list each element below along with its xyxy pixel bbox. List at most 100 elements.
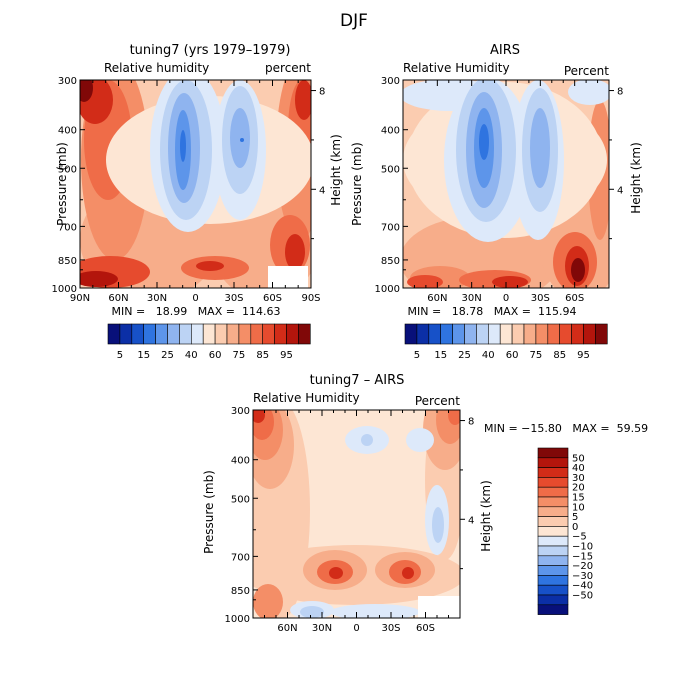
colorbar-label: 15: [572, 493, 585, 504]
latitude-tick-label: 0: [192, 293, 198, 304]
height-tick-label: 4: [617, 185, 623, 196]
colorbar-label: 25: [161, 350, 174, 361]
colorbar-swatch: [537, 575, 569, 586]
colorbar-label: −50: [572, 591, 593, 602]
colorbar-swatch: [440, 323, 453, 345]
colorbar-label: 85: [553, 350, 566, 361]
panel-1-title: tuning7 (yrs 1979–1979): [130, 43, 291, 58]
latitude-tick-label: 60S: [263, 293, 282, 304]
colorbar-label: 30: [572, 473, 585, 484]
colorbar-swatch: [559, 323, 572, 345]
panel-3-right-label: Percent: [415, 394, 460, 408]
pressure-tick-label: 300: [58, 76, 77, 87]
panel-2-colorbar: 5 15 25 40 60 75 85 95: [404, 323, 608, 361]
latitude-tick-label: 90N: [70, 293, 90, 304]
colorbar-swatch: [537, 535, 569, 547]
pressure-tick-label: 400: [58, 126, 77, 137]
panel-3-ylabel: Pressure (mb): [202, 470, 216, 554]
colorbar-label: 5: [117, 350, 123, 361]
pressure-tick-label: 850: [231, 586, 250, 597]
colorbar-swatch: [523, 323, 537, 345]
colorbar-label: 40: [185, 350, 198, 361]
latitude-tick-label: 0: [353, 623, 359, 634]
colorbar-swatch: [464, 323, 477, 345]
colorbar-swatch: [179, 323, 192, 345]
colorbar-swatch: [428, 323, 441, 345]
panel-1-ylabel: Pressure (mb): [55, 142, 69, 226]
panel-3-y2label: Height (km): [479, 480, 493, 551]
colorbar-swatch: [537, 486, 569, 498]
colorbar-label: −5: [572, 532, 587, 543]
colorbar-swatch: [119, 323, 133, 345]
colorbar-swatch: [404, 323, 418, 345]
pressure-tick-label: 700: [381, 222, 400, 233]
panel-difference: tuning7 – AIRS Relative Humidity Percent: [202, 373, 648, 634]
height-tick-label: 4: [319, 185, 325, 196]
colorbar-swatch: [476, 323, 489, 345]
colorbar-swatch: [214, 323, 228, 345]
colorbar-swatch: [535, 323, 549, 345]
colorbar-swatch: [537, 496, 569, 508]
colorbar-swatch: [238, 323, 252, 345]
colorbar-label: 60: [506, 350, 519, 361]
latitude-tick-label: 30S: [531, 293, 550, 304]
latitude-tick-label: 60N: [427, 293, 447, 304]
colorbar-label: 0: [572, 522, 578, 533]
panel-3-contour-field: [253, 410, 460, 618]
pressure-tick-label: 500: [231, 494, 250, 505]
colorbar-swatch: [537, 447, 569, 459]
panel-1-axes: 300 400 500 700 850 1000 8 4 90N 60N 30N 0 30S 60S 90S: [52, 76, 326, 304]
panel-2-title: AIRS: [490, 43, 520, 58]
colorbar-swatch: [167, 323, 180, 345]
colorbar-label: 40: [572, 463, 585, 474]
colorbar-swatch: [274, 323, 287, 345]
colorbar-swatch: [583, 323, 596, 345]
pressure-tick-label: 300: [381, 76, 400, 87]
latitude-tick-label: 30S: [381, 623, 400, 634]
pressure-tick-label: 700: [231, 552, 250, 563]
panel-3-title: tuning7 – AIRS: [310, 373, 405, 388]
pressure-tick-label: 500: [58, 164, 77, 175]
colorbar-swatch: [537, 506, 569, 517]
colorbar-swatch: [499, 323, 513, 345]
latitude-tick-label: 30N: [147, 293, 167, 304]
pressure-tick-label: 1000: [375, 284, 400, 295]
colorbar-swatch: [537, 545, 569, 557]
colorbar-swatch: [452, 323, 465, 345]
pressure-tick-label: 850: [381, 256, 400, 267]
height-tick-label: 4: [468, 515, 474, 526]
panel-3-axes: 300 400 500 700 850 1000 8 4 60N 30N 0 30S 60S: [225, 406, 475, 634]
height-tick-label: 8: [319, 87, 325, 98]
colorbar-swatch: [537, 584, 569, 596]
latitude-tick-label: 60N: [277, 623, 297, 634]
pressure-tick-label: 1000: [225, 614, 250, 625]
panel-tuning7: tuning7 (yrs 1979–1979) Relative humidit…: [52, 43, 343, 361]
panel-2-left-label: Relative Humidity: [403, 61, 510, 75]
panel-2-stats: MIN = 18.78 MAX = 115.94: [408, 305, 577, 318]
latitude-tick-label: 30N: [312, 623, 332, 634]
colorbar-swatch: [537, 565, 569, 576]
colorbar-label: 5: [414, 350, 420, 361]
colorbar-swatch: [143, 323, 156, 345]
colorbar-label: 95: [577, 350, 590, 361]
colorbar-swatch: [537, 526, 569, 537]
page-title: DJF: [340, 11, 368, 31]
colorbar-swatch: [226, 323, 240, 345]
panel-3-left-label: Relative Humidity: [253, 391, 360, 405]
colorbar-label: 15: [137, 350, 150, 361]
colorbar-label: −30: [572, 571, 593, 582]
colorbar-swatch: [537, 555, 569, 566]
colorbar-swatch: [191, 323, 204, 345]
colorbar-swatch: [107, 323, 121, 345]
colorbar-swatch: [537, 467, 569, 478]
colorbar-label: 75: [530, 350, 543, 361]
colorbar-label: −10: [572, 542, 593, 553]
colorbar-swatch: [262, 323, 275, 345]
colorbar-swatch: [155, 323, 168, 345]
colorbar-swatch: [537, 516, 569, 527]
pressure-tick-label: 300: [231, 406, 250, 417]
pressure-tick-label: 400: [231, 456, 250, 467]
colorbar-label: −15: [572, 551, 593, 562]
colorbar-swatch: [547, 323, 560, 345]
